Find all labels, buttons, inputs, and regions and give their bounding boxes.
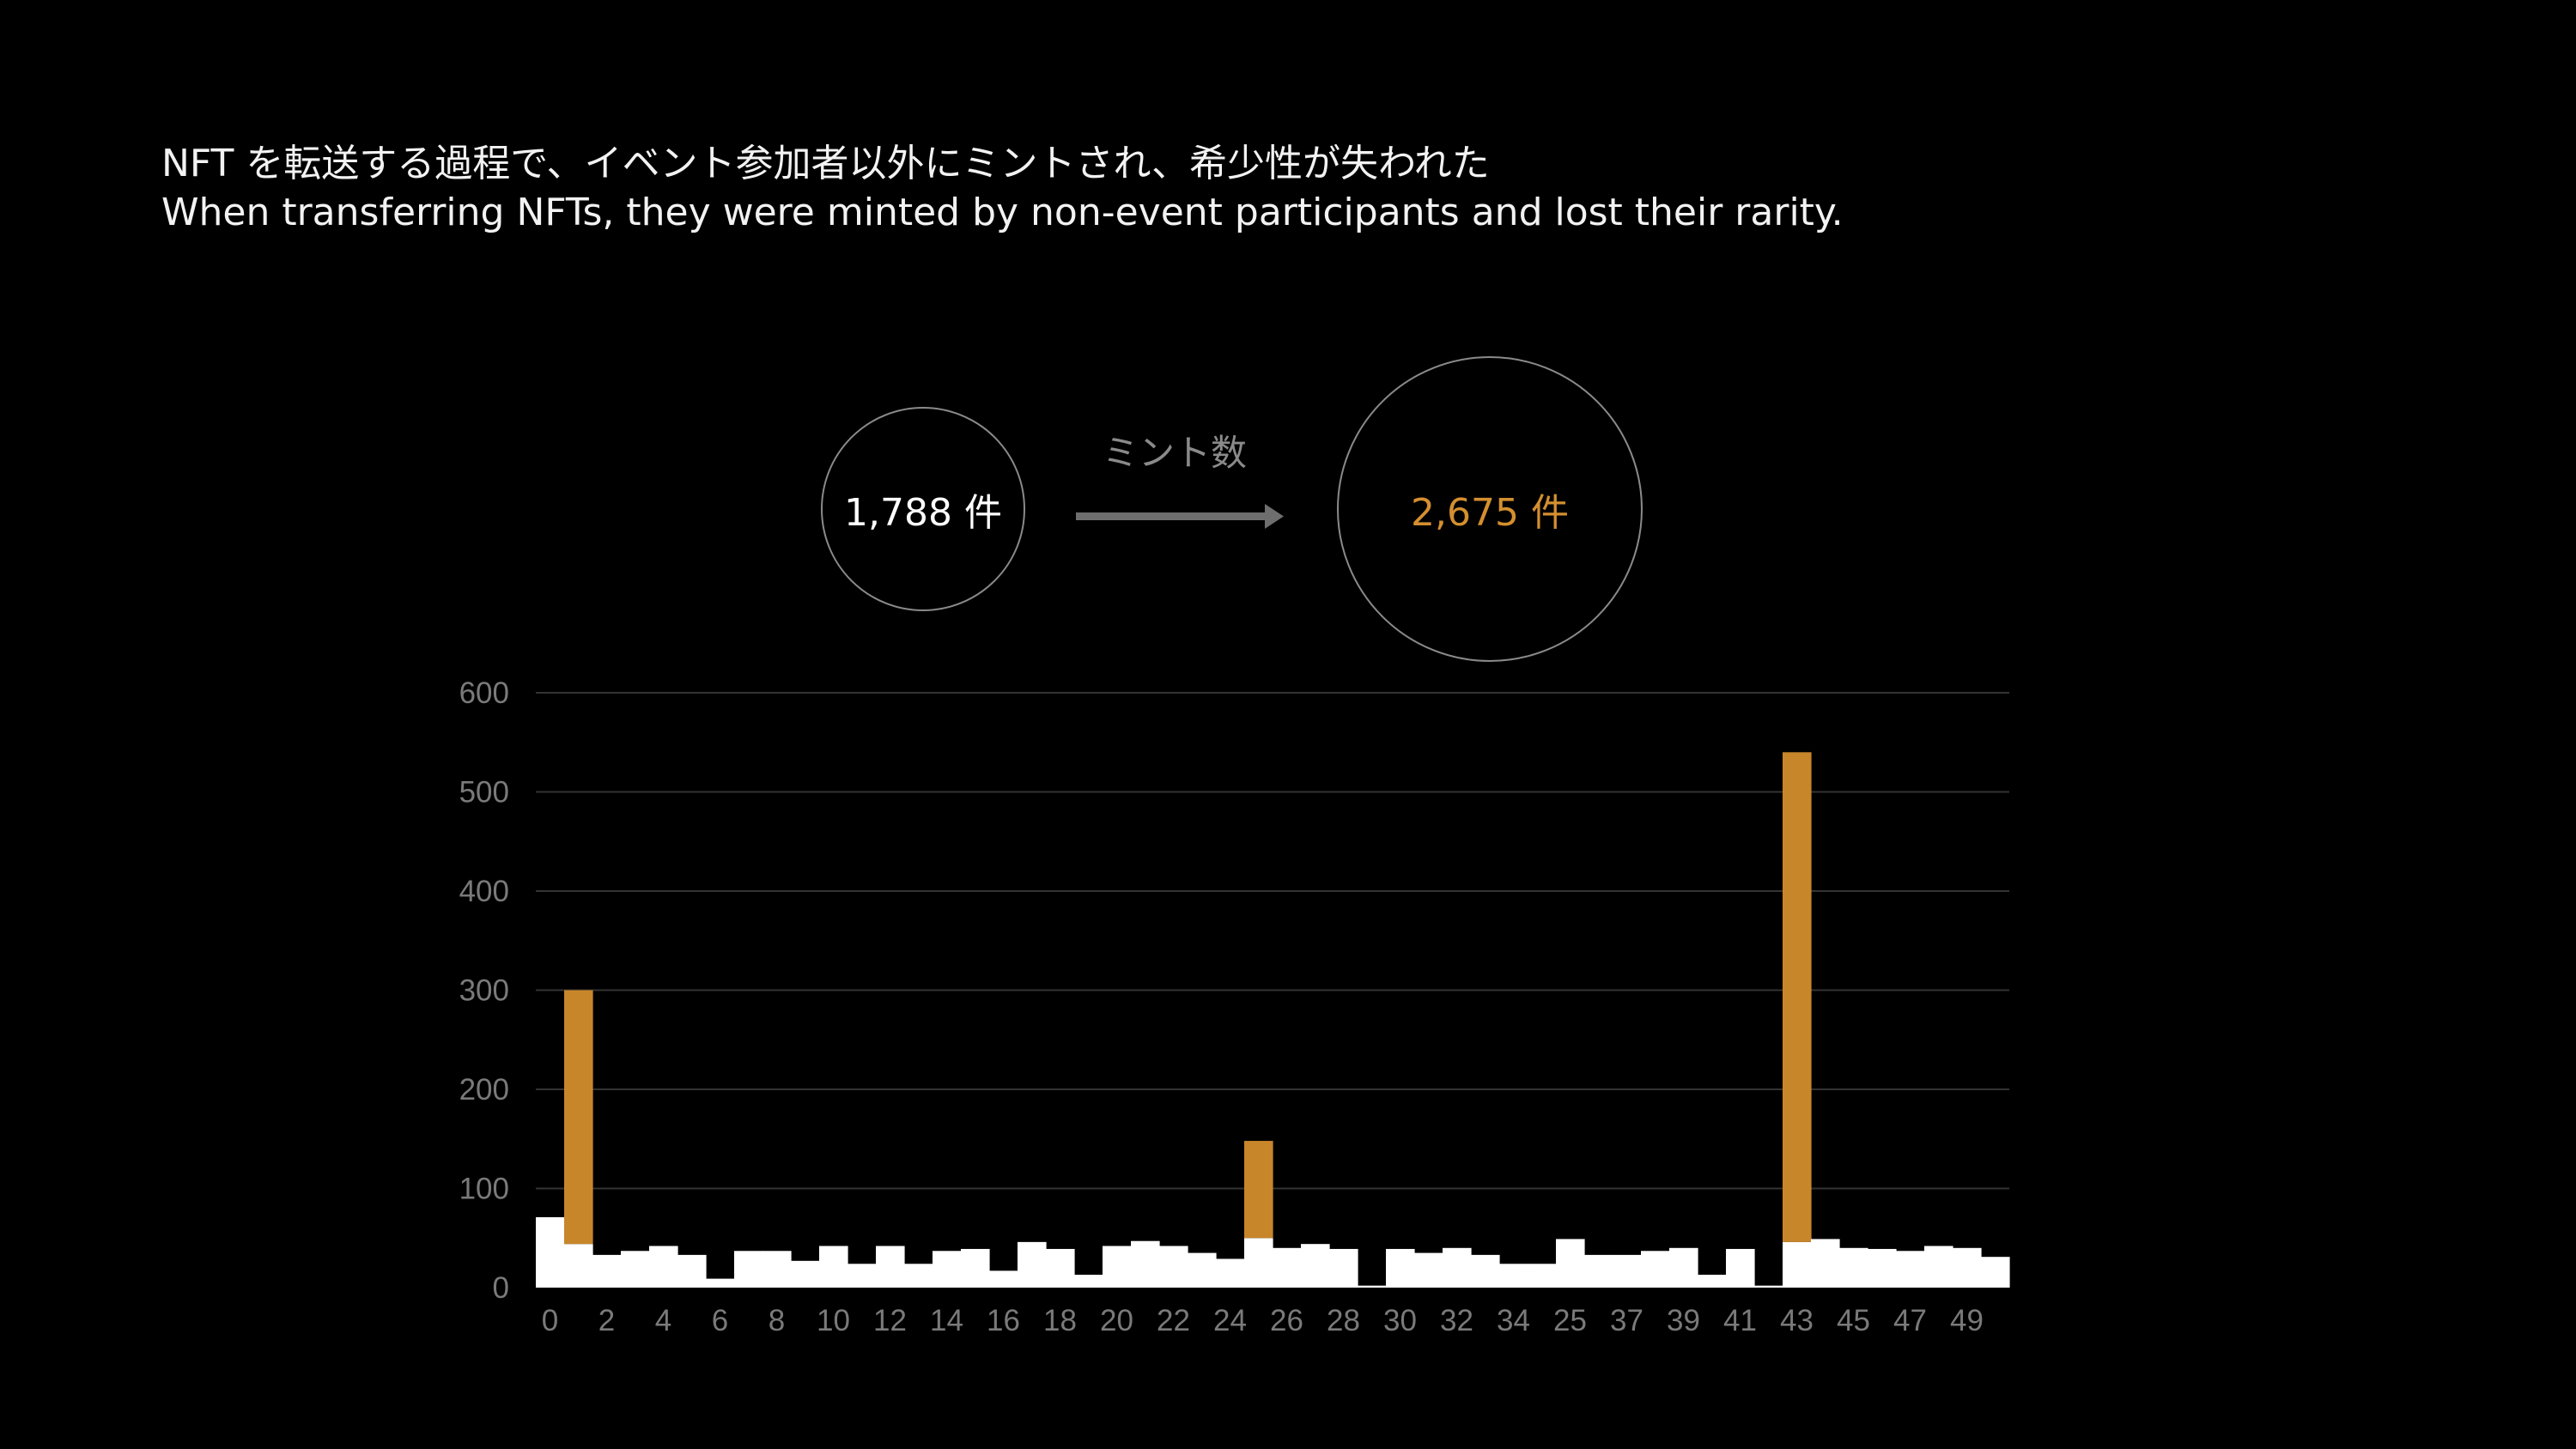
bar-base bbox=[1669, 1247, 1698, 1288]
bar-base bbox=[1924, 1246, 1953, 1288]
bar-base bbox=[1726, 1248, 1755, 1288]
bar-base bbox=[904, 1264, 933, 1288]
x-tick-label: 49 bbox=[1950, 1304, 1984, 1337]
y-tick-label: 200 bbox=[459, 1073, 509, 1106]
bar-base bbox=[1556, 1239, 1585, 1288]
bar-base bbox=[1584, 1254, 1613, 1288]
bar-base bbox=[848, 1264, 877, 1288]
x-tick-label: 26 bbox=[1270, 1304, 1303, 1337]
y-tick-label: 100 bbox=[459, 1173, 509, 1206]
bar-base bbox=[1443, 1247, 1472, 1288]
bar-base bbox=[1641, 1251, 1670, 1288]
x-tick-label: 10 bbox=[817, 1304, 850, 1337]
bar-base bbox=[564, 1244, 593, 1288]
x-tick-label: 24 bbox=[1213, 1304, 1247, 1337]
x-tick-label: 47 bbox=[1893, 1304, 1927, 1337]
after-count: 2,675 件 bbox=[1411, 491, 1569, 535]
x-tick-label: 30 bbox=[1383, 1304, 1417, 1337]
bar-base bbox=[706, 1278, 735, 1288]
bar-base bbox=[1131, 1240, 1160, 1288]
bar-base bbox=[876, 1246, 905, 1288]
x-tick-label: 45 bbox=[1837, 1304, 1870, 1337]
x-tick-label: 43 bbox=[1780, 1304, 1814, 1337]
x-tick-label: 32 bbox=[1440, 1304, 1473, 1337]
bar-extra bbox=[1783, 752, 1812, 1242]
bar-base bbox=[1896, 1251, 1925, 1288]
bar-base bbox=[677, 1254, 707, 1288]
bar-base bbox=[1216, 1258, 1245, 1288]
x-tick-label: 16 bbox=[987, 1304, 1020, 1337]
bar-base bbox=[1414, 1252, 1443, 1288]
arrow-right-icon bbox=[1076, 504, 1284, 529]
mint-count-label: ミント数 bbox=[1102, 432, 1247, 474]
bar-base bbox=[1981, 1257, 2010, 1288]
after-count-circle: 2,675 件 bbox=[1337, 356, 1643, 662]
bar-base bbox=[1074, 1274, 1103, 1288]
bar-base bbox=[1159, 1246, 1188, 1288]
heading-japanese: NFT を転送する過程で、イベント参加者以外にミントされ、希少性が失われた bbox=[161, 142, 1490, 185]
x-tick-label: 0 bbox=[542, 1304, 558, 1337]
y-tick-label: 600 bbox=[459, 676, 509, 710]
x-tick-label: 28 bbox=[1327, 1304, 1360, 1337]
bar-base bbox=[791, 1260, 820, 1288]
before-count-circle: 1,788 件 bbox=[821, 407, 1025, 611]
bar-base bbox=[1868, 1248, 1897, 1288]
bar-base bbox=[1244, 1238, 1273, 1288]
y-tick-label: 0 bbox=[493, 1271, 509, 1305]
bar-base bbox=[1783, 1241, 1812, 1288]
x-tick-label: 18 bbox=[1043, 1304, 1077, 1337]
bar-base bbox=[1386, 1248, 1415, 1288]
bar-base bbox=[1046, 1248, 1075, 1288]
bar-base bbox=[762, 1251, 792, 1288]
bar-base bbox=[989, 1270, 1018, 1288]
bar-base bbox=[933, 1251, 962, 1288]
bar-base bbox=[1103, 1246, 1132, 1288]
bar-base bbox=[1528, 1264, 1557, 1288]
y-tick-label: 400 bbox=[459, 875, 509, 908]
x-tick-label: 2 bbox=[598, 1304, 615, 1337]
x-tick-label: 39 bbox=[1667, 1304, 1700, 1337]
before-count: 1,788 件 bbox=[844, 491, 1002, 535]
bar-base bbox=[1329, 1248, 1358, 1288]
x-tick-label: 22 bbox=[1157, 1304, 1190, 1337]
x-tick-label: 34 bbox=[1497, 1304, 1530, 1337]
x-tick-label: 41 bbox=[1723, 1304, 1757, 1337]
bar-base bbox=[1018, 1241, 1047, 1288]
bar-base bbox=[734, 1251, 763, 1288]
bar-base bbox=[1754, 1285, 1783, 1288]
bar-base bbox=[1698, 1274, 1727, 1288]
bar-base bbox=[819, 1246, 848, 1288]
x-tick-label: 20 bbox=[1100, 1304, 1133, 1337]
x-tick-label: 12 bbox=[873, 1304, 907, 1337]
x-tick-label: 8 bbox=[769, 1304, 785, 1337]
heading-english: When transferring NFTs, they were minted… bbox=[161, 191, 1844, 234]
y-tick-label: 500 bbox=[459, 776, 509, 809]
bar-base bbox=[961, 1248, 990, 1288]
bar-base bbox=[1358, 1285, 1387, 1288]
bar-extra bbox=[564, 990, 593, 1245]
bar-base bbox=[621, 1251, 650, 1288]
bar-base bbox=[1273, 1247, 1302, 1288]
bar-base bbox=[1839, 1247, 1868, 1288]
bar-base bbox=[536, 1216, 565, 1288]
bar-base bbox=[1499, 1264, 1528, 1288]
x-tick-label: 6 bbox=[712, 1304, 728, 1337]
bar-base bbox=[1188, 1252, 1217, 1288]
bar-base bbox=[1471, 1254, 1500, 1288]
bar-extra bbox=[1244, 1141, 1273, 1239]
bar-base bbox=[1301, 1244, 1330, 1288]
y-tick-label: 300 bbox=[459, 974, 509, 1008]
bar-base bbox=[1613, 1254, 1642, 1288]
bar-base bbox=[592, 1254, 622, 1288]
bar-base bbox=[649, 1246, 678, 1288]
x-tick-label: 4 bbox=[655, 1304, 671, 1337]
bar-base bbox=[1811, 1239, 1840, 1288]
x-tick-label: 37 bbox=[1610, 1304, 1643, 1337]
x-tick-label: 14 bbox=[930, 1304, 963, 1337]
bar-base bbox=[1953, 1247, 1982, 1288]
x-tick-label: 25 bbox=[1553, 1304, 1587, 1337]
